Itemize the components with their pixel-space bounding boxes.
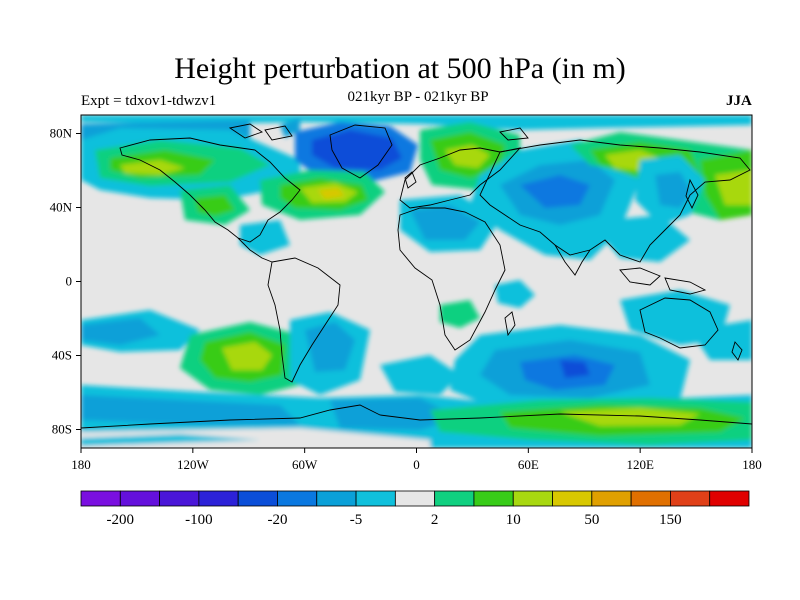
colorbar-swatch bbox=[552, 490, 593, 507]
lat-tick-label: 0 bbox=[66, 274, 73, 289]
africa-coast bbox=[397, 207, 506, 351]
lon-tick-label: 0 bbox=[413, 457, 420, 472]
colorbar-swatch bbox=[434, 490, 475, 507]
colorbar-swatch bbox=[159, 490, 200, 507]
colorbar-swatch bbox=[237, 490, 278, 507]
south-america-coast bbox=[267, 257, 341, 383]
lon-tick-label: 180 bbox=[71, 457, 91, 472]
antarctica-coast bbox=[81, 404, 752, 429]
colorbar-swatch bbox=[394, 490, 436, 507]
colorbar-label: -20 bbox=[267, 512, 287, 528]
contour-fill-layer bbox=[81, 115, 752, 448]
lat-tick-label: 40S bbox=[52, 348, 72, 363]
colorbar-label: -100 bbox=[185, 512, 213, 528]
colorbar-swatch bbox=[355, 490, 396, 507]
latitude-axis: 80N 40N 0 40S 80S bbox=[50, 126, 81, 437]
lon-tick-label: 120E bbox=[626, 457, 654, 472]
height-perturbation-map bbox=[81, 115, 752, 448]
colorbar-swatch bbox=[473, 490, 514, 507]
asia-coast bbox=[479, 139, 751, 263]
southeast-asia-islands bbox=[619, 267, 707, 295]
australia-coast bbox=[639, 297, 719, 349]
central-america-coast bbox=[237, 237, 273, 263]
colorbar-label: 10 bbox=[506, 512, 521, 528]
colorbar-label: 150 bbox=[659, 512, 682, 528]
greenland-coast bbox=[329, 124, 393, 179]
lat-tick-label: 80N bbox=[50, 126, 73, 141]
colorbar-swatch bbox=[80, 490, 121, 507]
experiment-label: Expt = tdxov1-tdwzv1 bbox=[81, 93, 217, 109]
lon-tick-label: 60W bbox=[292, 457, 318, 472]
longitude-axis: 180 120W 60W 0 60E 120E 180 bbox=[71, 448, 762, 472]
colorbar-swatch bbox=[512, 490, 553, 507]
season-label: JJA bbox=[726, 93, 752, 109]
india-coast bbox=[554, 244, 591, 276]
colorbar-swatch bbox=[119, 490, 160, 507]
new-zealand-coast bbox=[731, 341, 743, 361]
colorbar-swatch bbox=[670, 490, 711, 507]
colorbar-swatch bbox=[198, 490, 239, 507]
uk-coast bbox=[404, 171, 417, 189]
colorbar-label: 2 bbox=[431, 512, 439, 528]
madagascar-coast bbox=[504, 311, 516, 337]
lon-tick-label: 180 bbox=[742, 457, 762, 472]
north-america-coast bbox=[119, 137, 301, 243]
lon-tick-label: 60E bbox=[518, 457, 539, 472]
colorbar-label: -200 bbox=[107, 512, 135, 528]
japan-coast bbox=[685, 178, 699, 210]
colorbar-swatch bbox=[630, 490, 671, 507]
colorbar-swatch bbox=[277, 490, 318, 507]
europe-coast bbox=[399, 147, 522, 209]
lat-tick-label: 80S bbox=[52, 422, 72, 437]
colorbar-swatch bbox=[316, 490, 357, 507]
colorbar-label: -5 bbox=[350, 512, 363, 528]
lon-tick-label: 120W bbox=[177, 457, 210, 472]
map-title: Height perturbation at 500 hPa (in m) bbox=[174, 52, 626, 85]
colorbar-swatch bbox=[591, 490, 632, 507]
coastline-layer bbox=[81, 123, 752, 429]
colorbar: -200 -100 -20 -5 2 10 50 150 bbox=[80, 490, 750, 528]
period-label: 021kyr BP - 021kyr BP bbox=[347, 89, 489, 105]
colorbar-label: 50 bbox=[584, 512, 599, 528]
lat-tick-label: 40N bbox=[50, 200, 73, 215]
arctic-islands bbox=[228, 123, 529, 141]
colorbar-swatch bbox=[709, 490, 750, 507]
